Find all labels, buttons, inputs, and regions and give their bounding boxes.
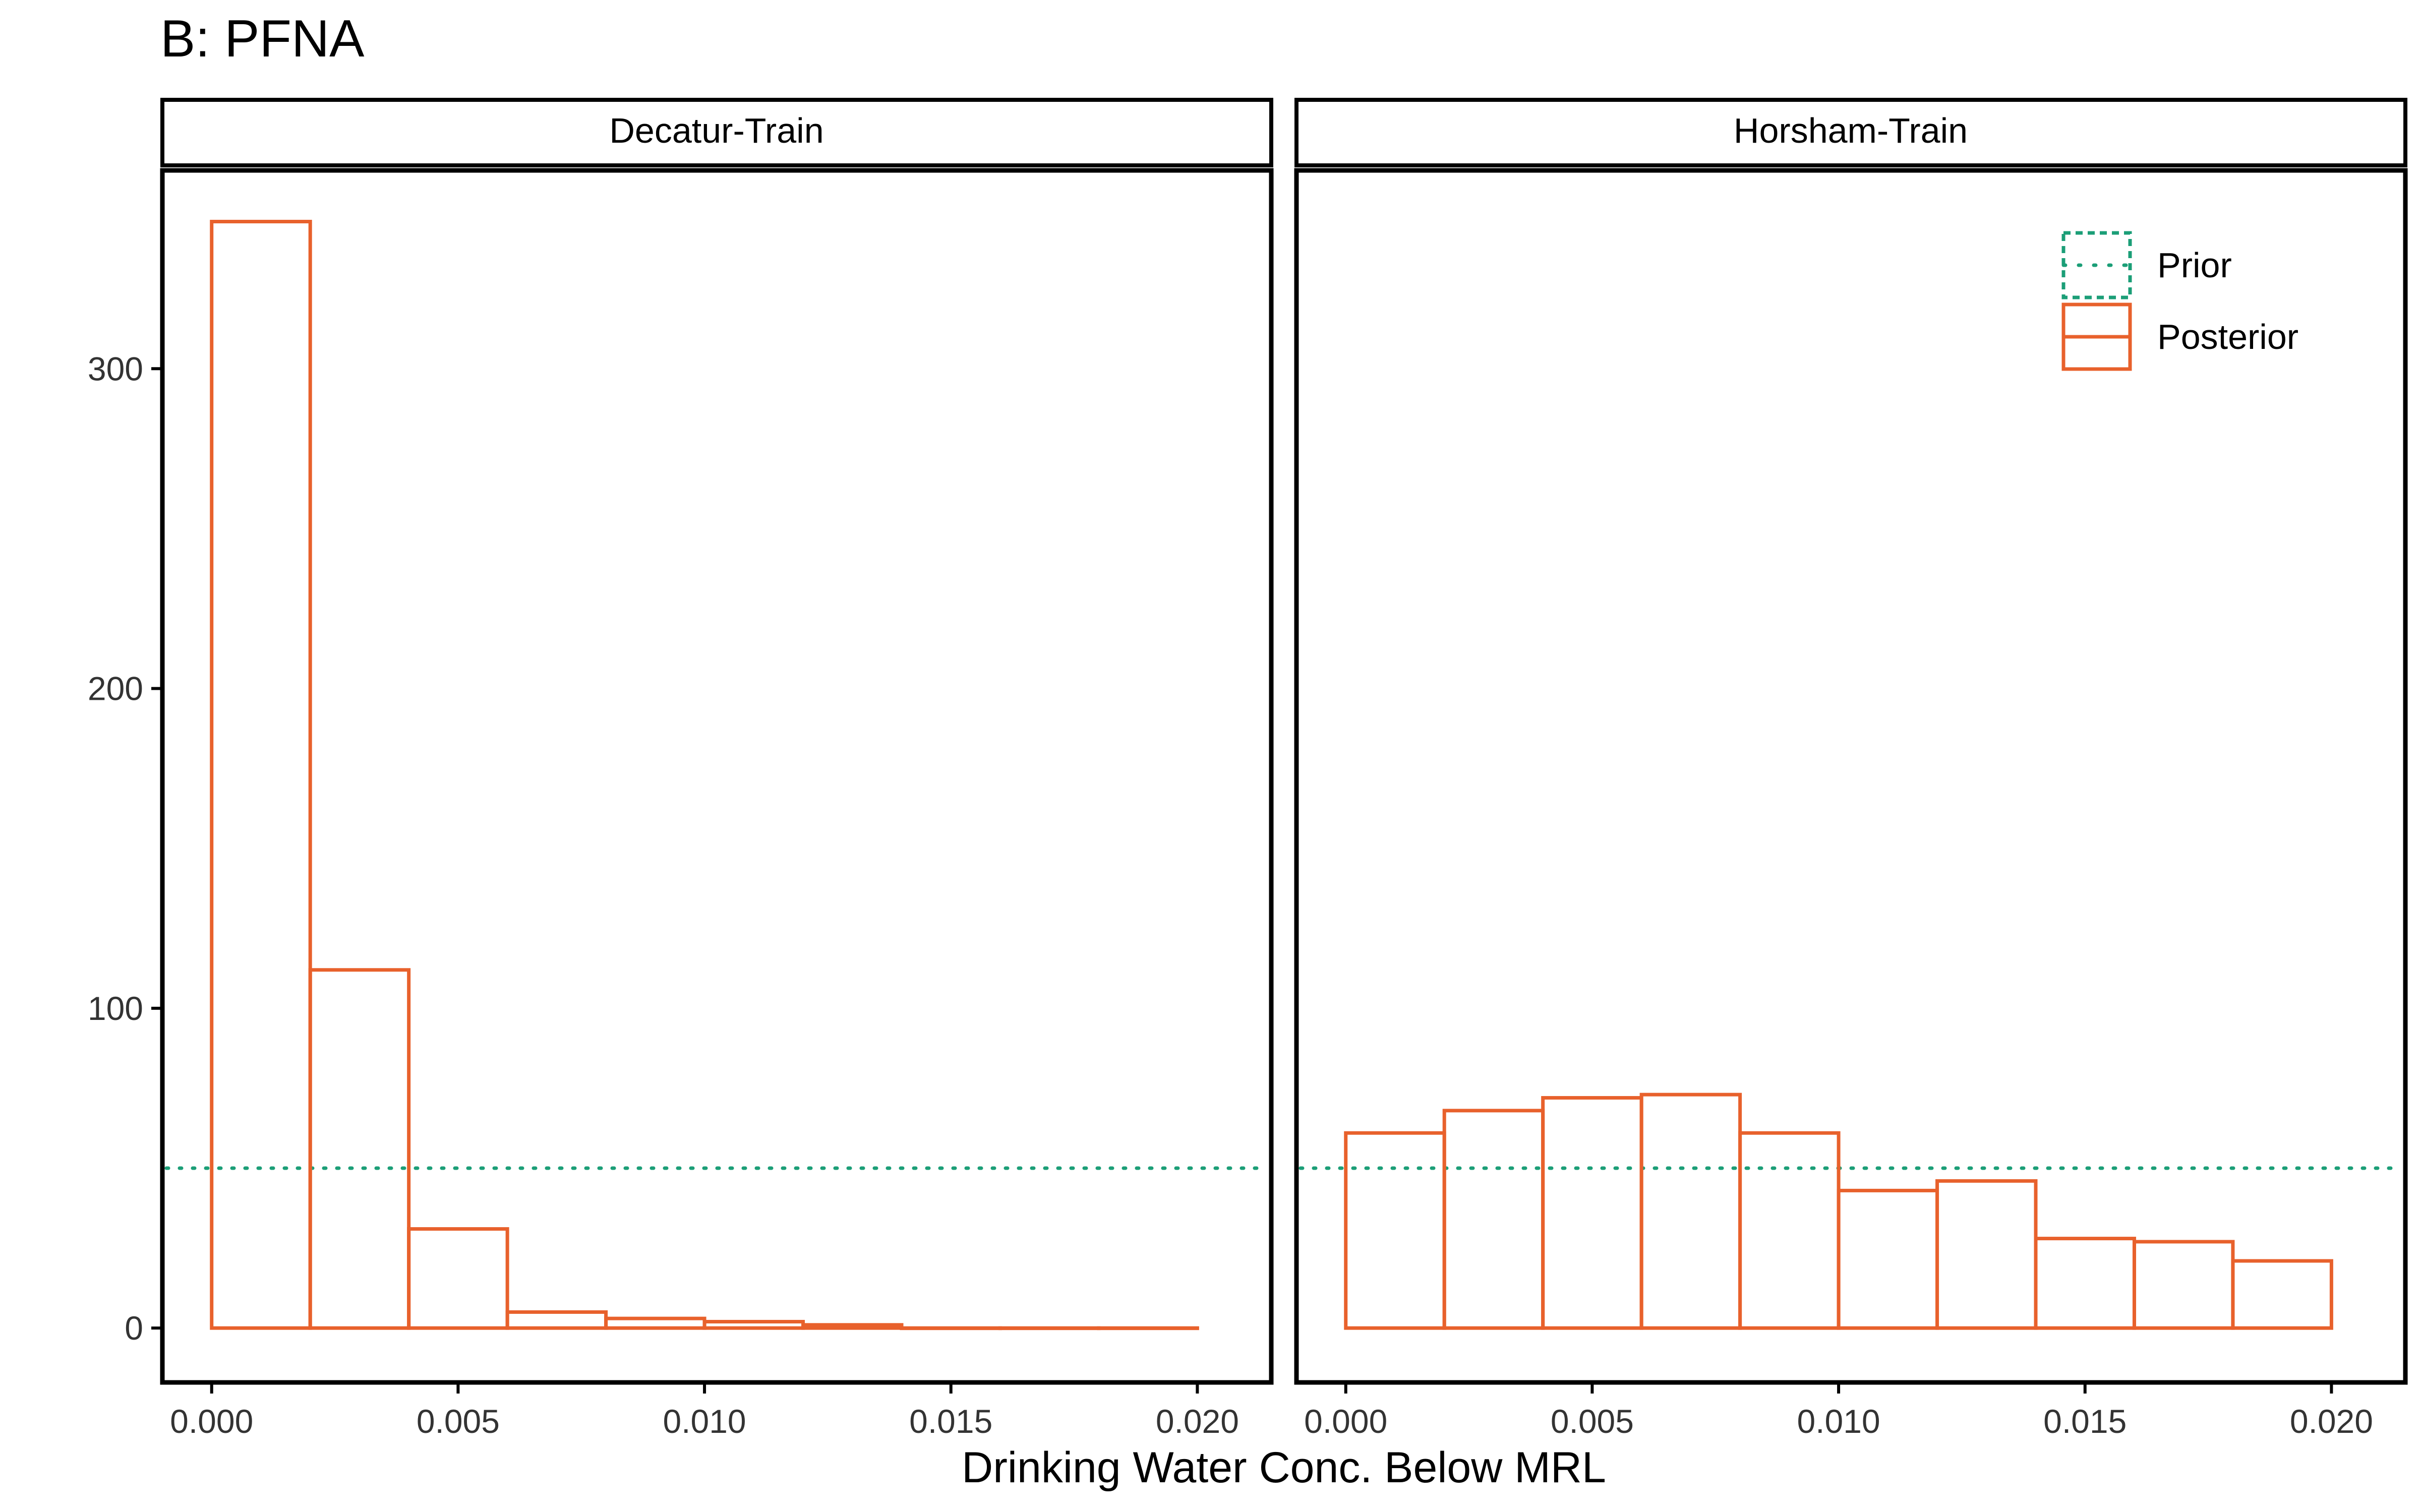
legend-item-prior: Prior [2061,231,2232,299]
legend-label-prior: Prior [2157,246,2232,285]
panel-horsham-train: Horsham-Train 0.000 0.005 0.010 0.015 0.020 … [1294,98,2408,1440]
y-tick-label: 300 [88,350,143,387]
x-tick-label: 0.005 [417,1403,500,1440]
x-tick-label: 0.010 [663,1403,746,1440]
posterior-bins [210,219,1199,1330]
strip-horsham-train: Horsham-Train [1294,98,2407,167]
posterior-bins [1344,1093,2333,1330]
y-tick-label: 200 [88,670,143,707]
x-tick-label: 0.020 [2290,1403,2373,1440]
x-tick-label: 0.015 [2043,1403,2127,1440]
histogram-bin-6 [801,1323,904,1330]
plot-panel-border [160,168,1274,1385]
legend: Prior Posterior [2061,231,2298,371]
strip-background [160,98,1273,167]
x-tick-label: 0.015 [909,1403,992,1440]
legend-label-posterior: Posterior [2157,317,2298,356]
plot-panel-border [1294,168,2408,1385]
legend-item-posterior: Posterior [2061,303,2298,371]
x-axis: 0.000 0.005 0.010 0.015 0.020 [170,1382,1239,1440]
histogram-bin-0 [210,219,312,1330]
strip-label: Horsham-Train [1734,111,1968,150]
x-axis: 0.000 0.005 0.010 0.015 0.020 [1304,1382,2373,1440]
figure-title: B: PFNA [160,10,365,68]
y-tick-label: 100 [88,990,143,1027]
y-axis: 0 100 200 300 [88,350,162,1347]
histogram-bin-1 [308,968,411,1330]
x-tick-label: 0.005 [1551,1403,1634,1440]
histogram-bin-9 [2231,1259,2333,1330]
x-tick-label: 0.020 [1156,1403,1239,1440]
x-axis-title: Drinking Water Conc. Below MRL [962,1443,1606,1492]
y-tick-label: 0 [125,1309,143,1347]
histogram-bin-2 [407,1227,509,1330]
x-tick-label: 0.010 [1797,1403,1880,1440]
strip-label: Decatur-Train [609,111,823,150]
strip-background [1294,98,2407,167]
x-tick-label: 0.000 [1304,1403,1387,1440]
panel-decatur-train: Decatur-Train 0 100 200 300 0.000 0.005 0.010… [88,98,1274,1440]
x-tick-label: 0.000 [170,1403,253,1440]
strip-decatur-train: Decatur-Train [160,98,1273,167]
